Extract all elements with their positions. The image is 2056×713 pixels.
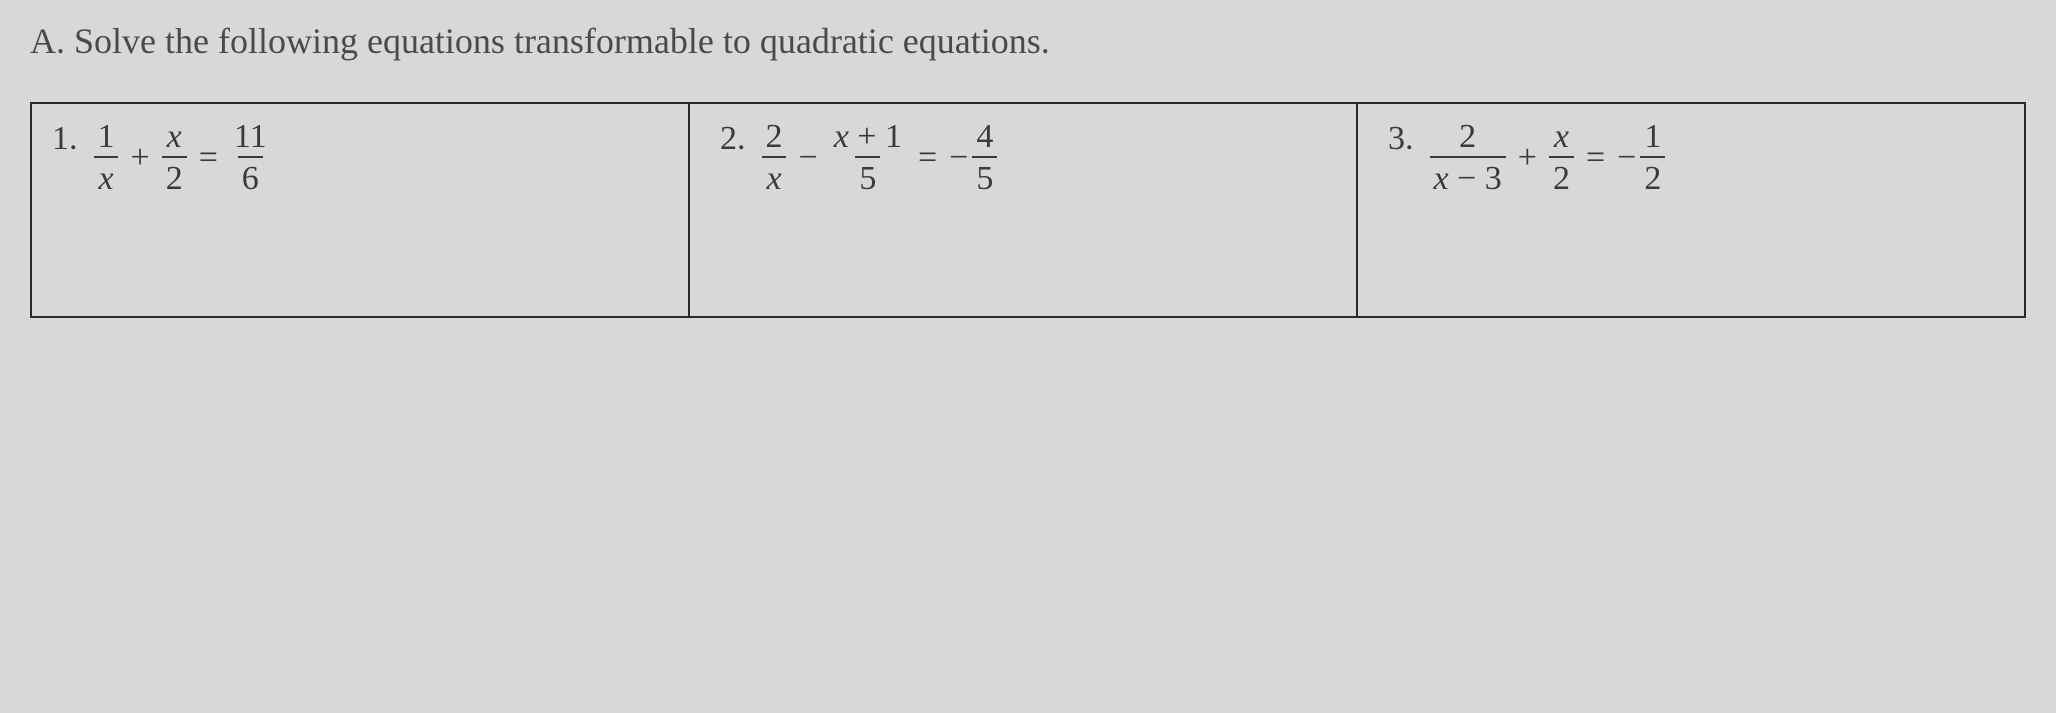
prompt-text: Solve the following equations transforma… [74, 21, 1050, 61]
denominator: x − 3 [1430, 156, 1506, 196]
fraction: 1 x [94, 120, 119, 196]
operator-equals: = [916, 139, 939, 177]
fraction: 2 x [762, 120, 787, 196]
numerator: 4 [972, 120, 997, 156]
numerator: 2 [1455, 120, 1480, 156]
denominator: 2 [162, 156, 187, 196]
equation-1: 1 x + x 2 = 11 6 [94, 120, 271, 196]
denominator: x [762, 156, 785, 196]
problem-cell-2: 2. 2 x − x + 1 5 = − 4 5 [690, 104, 1358, 316]
numerator: 1 [94, 120, 119, 156]
fraction: x 2 [1549, 120, 1574, 196]
operator-equals: = [1584, 139, 1607, 177]
numerator: x [1550, 120, 1573, 156]
equation-3: 2 x − 3 + x 2 = − 1 2 [1430, 120, 1666, 196]
numerator: 2 [762, 120, 787, 156]
denominator: 5 [972, 156, 997, 196]
section-label: A. [30, 21, 65, 61]
denominator: x [94, 156, 117, 196]
question-number: 1. [52, 120, 78, 156]
fraction: 1 2 [1640, 120, 1665, 196]
question-number: 2. [720, 120, 746, 156]
minus-sign: − [1617, 139, 1636, 177]
fraction: 11 6 [230, 120, 271, 196]
numerator: 11 [230, 120, 271, 156]
negative-fraction: − 4 5 [949, 120, 997, 196]
operator-plus: + [1516, 139, 1539, 177]
fraction: 2 x − 3 [1430, 120, 1506, 196]
fraction: x + 1 5 [830, 120, 906, 196]
operator-equals: = [197, 139, 220, 177]
denominator: 6 [238, 156, 263, 196]
operator-plus: + [129, 139, 152, 177]
section-prompt: A. Solve the following equations transfo… [30, 20, 2026, 62]
numerator: 1 [1640, 120, 1665, 156]
equation-2: 2 x − x + 1 5 = − 4 5 [762, 120, 998, 196]
problems-table: 1. 1 x + x 2 = 11 6 2. 2 x − [30, 102, 2026, 318]
denominator: 5 [855, 156, 880, 196]
question-number: 3. [1388, 120, 1414, 156]
denominator: 2 [1549, 156, 1574, 196]
denominator: 2 [1640, 156, 1665, 196]
numerator: x + 1 [830, 120, 906, 156]
operator-minus: − [797, 139, 820, 177]
negative-fraction: − 1 2 [1617, 120, 1665, 196]
minus-sign: − [949, 139, 968, 177]
problem-cell-3: 3. 2 x − 3 + x 2 = − 1 2 [1358, 104, 2024, 316]
fraction: 4 5 [972, 120, 997, 196]
problem-cell-1: 1. 1 x + x 2 = 11 6 [32, 104, 690, 316]
fraction: x 2 [162, 120, 187, 196]
numerator: x [163, 120, 186, 156]
